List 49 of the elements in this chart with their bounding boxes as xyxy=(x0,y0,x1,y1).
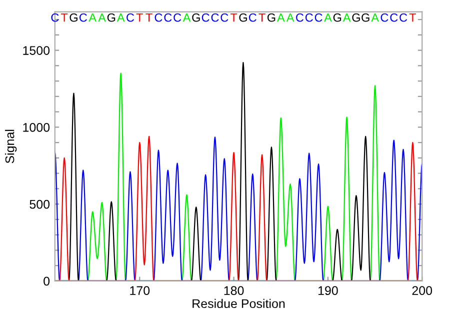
annotation: G xyxy=(362,13,370,22)
annotation: A xyxy=(98,14,106,22)
annotation: A xyxy=(116,14,125,22)
annotation: C xyxy=(154,13,162,22)
annotation: C xyxy=(79,13,87,22)
annotation: T xyxy=(409,14,416,22)
annotation: T xyxy=(60,14,68,22)
annotation: A xyxy=(324,14,332,22)
annotation: A xyxy=(182,14,191,22)
annotation: C xyxy=(174,13,182,22)
annotation: C xyxy=(126,13,134,22)
annotation: A xyxy=(88,14,96,22)
annotation: C xyxy=(202,13,210,22)
annotation: C xyxy=(164,13,172,22)
y-axis-title: Signal xyxy=(5,130,17,164)
annotation: C xyxy=(51,13,59,22)
y-tick-label: 1000 xyxy=(23,122,50,132)
annotation: G xyxy=(333,13,342,22)
annotation: C xyxy=(248,13,256,22)
annotation: C xyxy=(220,13,228,22)
annotation: G xyxy=(267,13,276,22)
y-tick-label: 1500 xyxy=(23,46,50,55)
annotation: A xyxy=(286,14,294,22)
annotation: A xyxy=(276,14,285,22)
annotation: C xyxy=(314,13,322,22)
y-tick-label: 0 xyxy=(44,276,50,286)
annotation: C xyxy=(400,13,408,22)
annotation: C xyxy=(296,13,304,22)
annotation: A xyxy=(371,14,379,22)
annotation: T xyxy=(136,14,143,22)
x-tick-label: 180 xyxy=(224,286,244,296)
y-tick-label: 500 xyxy=(30,200,50,209)
x-tick-label: 200 xyxy=(412,286,432,296)
x-tick-label: 170 xyxy=(130,286,150,296)
annotation: G xyxy=(107,13,116,22)
annotation: C xyxy=(380,13,388,22)
annotation: T xyxy=(146,14,152,22)
annotation: C xyxy=(305,13,313,22)
annotation: T xyxy=(230,14,238,22)
annotation: T xyxy=(258,14,266,22)
annotation: C xyxy=(211,13,219,22)
annotation: G xyxy=(352,13,360,22)
x-tick-label: 190 xyxy=(318,286,338,296)
annotation: G xyxy=(70,13,78,22)
annotation: A xyxy=(342,14,351,22)
annotation: C xyxy=(390,13,398,22)
x-axis-title: Residue Position xyxy=(192,298,285,308)
annotation: G xyxy=(239,13,247,22)
annotation: G xyxy=(192,13,200,22)
